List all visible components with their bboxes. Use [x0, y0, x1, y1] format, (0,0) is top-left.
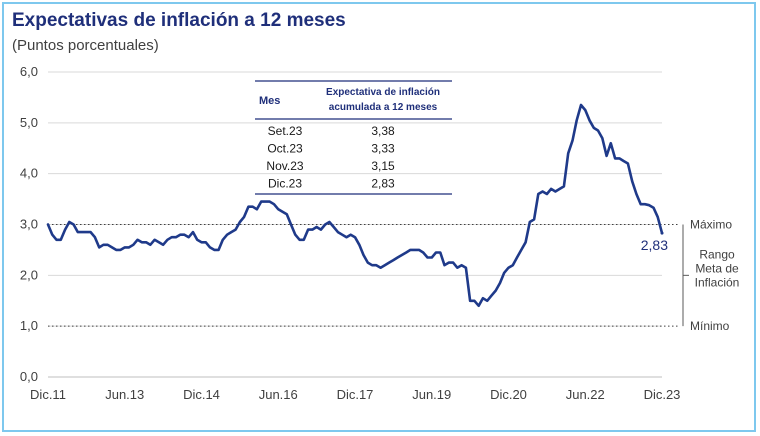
x-tick-label: Jun.19: [412, 387, 451, 402]
x-tick-label: Jun.13: [105, 387, 144, 402]
y-tick-label: 6,0: [20, 64, 38, 79]
reference-label: Máximo: [690, 218, 732, 232]
y-tick-label: 2,0: [20, 267, 38, 282]
range-label-line: Meta de: [695, 261, 739, 275]
y-tick-label: 5,0: [20, 115, 38, 130]
chart-frame: [2, 2, 756, 432]
y-tick-label: 1,0: [20, 318, 38, 333]
x-tick-label: Dic.17: [337, 387, 374, 402]
data-table: Mes Expectativa de inflación acumulada a 1…: [255, 80, 452, 195]
x-tick-label: Dic.20: [490, 387, 527, 402]
x-tick-label: Jun.22: [566, 387, 605, 402]
table-header-value-line2: acumulada a 12 meses: [329, 102, 438, 113]
x-tick-label: Dic.23: [644, 387, 681, 402]
series-line: [46, 103, 664, 308]
series-layer: [46, 103, 664, 308]
table-cell-month: Nov.23: [266, 159, 303, 173]
table-header-month: Mes: [259, 95, 280, 107]
y-tick-label: 4,0: [20, 166, 38, 181]
x-tick-label: Dic.14: [183, 387, 220, 402]
range-label-line: Rango: [699, 247, 735, 261]
gridlines: [48, 71, 662, 327]
last-point: [660, 231, 664, 235]
y-tick-label: 3,0: [20, 217, 38, 232]
reference-label: Mínimo: [690, 319, 730, 333]
table-header-value-line1: Expectativa de inflación: [326, 87, 440, 98]
chart-subtitle: (Puntos porcentuales): [12, 37, 159, 54]
table-cell-month: Dic.23: [268, 177, 302, 191]
table-cell-value: 3,33: [371, 142, 395, 156]
table-cell-value: 3,15: [371, 159, 395, 173]
table-cell-month: Set.23: [268, 124, 303, 138]
last-value-label: 2,83: [641, 237, 668, 253]
table-cell-month: Oct.23: [267, 142, 303, 156]
x-tick-label: Dic.11: [30, 387, 66, 402]
y-tick-label: 0,0: [20, 369, 38, 384]
axes: 0,0 1,0 2,0 3,0 4,0 5,0 6,0 Dic.11 Jun.13 Dic.14 J…: [20, 64, 681, 402]
x-tick-label: Jun.16: [259, 387, 298, 402]
table-cell-value: 2,83: [371, 177, 395, 191]
chart-title: Expectativas de inflación a 12 meses: [12, 10, 346, 31]
range-label-line: Inflación: [695, 275, 740, 289]
reference-lines: [48, 224, 689, 327]
table-cell-value: 3,38: [371, 124, 395, 138]
